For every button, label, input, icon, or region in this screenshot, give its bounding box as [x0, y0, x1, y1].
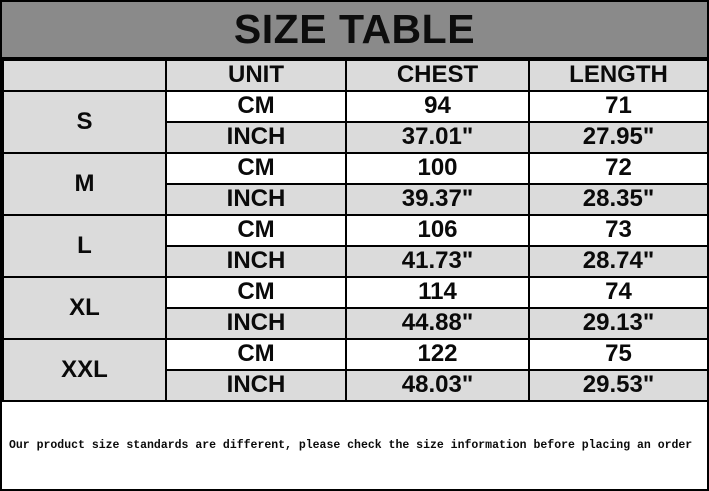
chest-value: 44.88" [345, 307, 530, 340]
unit-cell: INCH [165, 245, 347, 278]
chest-value: 100 [345, 152, 530, 185]
column-header-length: LENGTH [528, 59, 707, 92]
length-value: 72 [528, 152, 707, 185]
size-label-s: S [2, 90, 167, 154]
chest-value: 106 [345, 214, 530, 247]
unit-cell: INCH [165, 307, 347, 340]
length-value: 71 [528, 90, 707, 123]
table-row: INCH 41.73" 28.74" [3, 245, 707, 278]
unit-cell: INCH [165, 183, 347, 216]
size-label-xl: XL [2, 276, 167, 340]
diagonal-header-cell [2, 59, 167, 92]
table-row: M CM 100 72 [2, 152, 707, 216]
table-row: INCH 39.37" 28.35" [3, 183, 707, 216]
size-table: UNIT CHEST LENGTH S CM 94 71 INCH 37.01"… [2, 59, 707, 402]
unit-cell: CM [165, 90, 347, 123]
chest-value: 39.37" [345, 183, 530, 216]
length-value: 29.13" [528, 307, 707, 340]
length-value: 28.74" [528, 245, 707, 278]
unit-cell: INCH [165, 121, 347, 154]
unit-cell: CM [165, 214, 347, 247]
unit-cell: CM [165, 276, 347, 309]
table-row: XL CM 114 74 [2, 276, 707, 340]
unit-cell: INCH [165, 369, 347, 402]
table-row: INCH 44.88" 29.13" [3, 307, 707, 340]
table-row: XXL CM 122 75 [2, 338, 707, 402]
unit-cell: CM [165, 152, 347, 185]
chest-value: 37.01" [345, 121, 530, 154]
length-value: 27.95" [528, 121, 707, 154]
page-title: SIZE TABLE [2, 2, 707, 59]
chest-value: 122 [345, 338, 530, 371]
header-row: UNIT CHEST LENGTH [2, 59, 707, 92]
column-header-chest: CHEST [345, 59, 530, 92]
length-value: 28.35" [528, 183, 707, 216]
table-row: INCH 37.01" 27.95" [3, 121, 707, 154]
chest-value: 48.03" [345, 369, 530, 402]
length-value: 74 [528, 276, 707, 309]
table-row: L CM 106 73 [2, 214, 707, 278]
table-row: S CM 94 71 [2, 90, 707, 154]
table-row: INCH 48.03" 29.53" [3, 369, 707, 402]
size-label-l: L [2, 214, 167, 278]
size-label-xxl: XXL [2, 338, 167, 402]
chest-value: 114 [345, 276, 530, 309]
length-value: 75 [528, 338, 707, 371]
unit-cell: CM [165, 338, 347, 371]
footer-note: Our product size standards are different… [2, 402, 707, 489]
column-header-unit: UNIT [165, 59, 347, 92]
chest-value: 94 [345, 90, 530, 123]
length-value: 29.53" [528, 369, 707, 402]
length-value: 73 [528, 214, 707, 247]
chest-value: 41.73" [345, 245, 530, 278]
size-label-m: M [2, 152, 167, 216]
